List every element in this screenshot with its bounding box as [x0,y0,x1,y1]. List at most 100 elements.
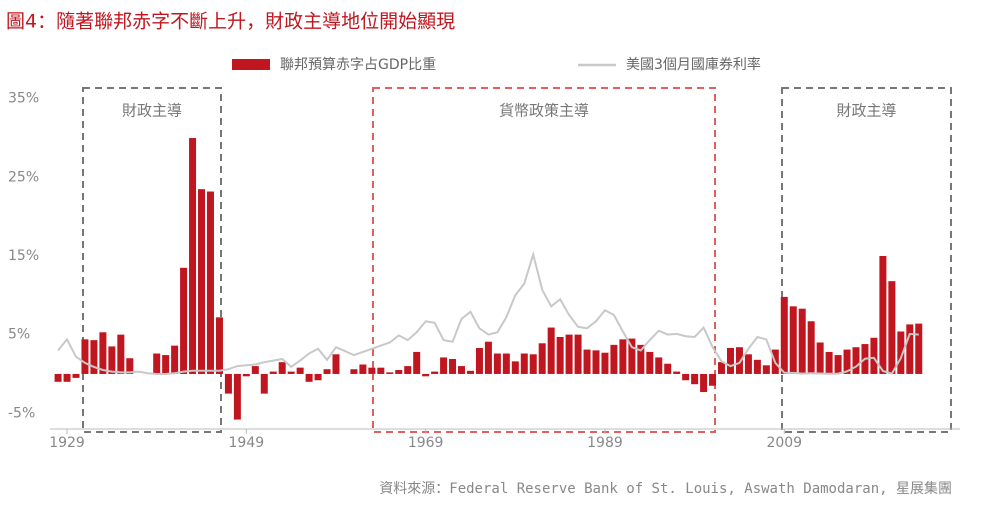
bar [359,364,367,374]
bar [897,331,905,374]
bar [789,306,797,374]
annotation-box [372,87,716,433]
bar [251,366,259,374]
bar [278,362,286,374]
bar [215,317,223,374]
bar [780,296,788,374]
bar [762,365,770,374]
bar [601,352,609,374]
bar [404,366,412,374]
legend-label: 聯邦預算赤字占GDP比重 [280,57,436,73]
y-tick-label: 35% [8,91,39,107]
y-tick-label: 5% [8,327,30,343]
annotation-label: 財政主導 [122,102,182,120]
bar [655,357,663,374]
bar [879,256,887,374]
y-tick-label: 15% [8,248,39,264]
bar [556,336,564,374]
bar [619,339,627,374]
bar [834,355,842,374]
bar [54,373,62,382]
bar [377,367,385,374]
legend-swatch [232,59,270,70]
bar [440,357,448,374]
annotation-label: 財政主導 [836,102,896,120]
bar [493,353,501,374]
x-tick-label: 2009 [766,435,802,451]
bar [870,337,878,374]
bar [386,372,394,374]
bar [637,344,645,374]
bar [565,334,573,374]
bar [682,373,690,381]
x-tick-label: 1989 [587,435,623,451]
bar [260,373,268,394]
bar [691,373,699,385]
bar [332,354,340,374]
bar [458,366,466,374]
bar [413,351,421,374]
y-tick-label: -5% [8,405,35,421]
annotation-box [781,87,952,433]
bar [305,373,313,382]
bar [171,345,179,374]
bar [126,358,134,374]
bar [646,351,654,374]
x-tick-label: 1929 [49,435,85,451]
bar [180,267,188,374]
bar [81,339,89,374]
bar [529,354,537,374]
bar [906,324,914,374]
bar [368,367,376,374]
bar [511,361,519,374]
bar [269,371,277,374]
bar [753,359,761,374]
source: 資料來源：Federal Reserve Bank of St. Louis, … [379,480,952,497]
bar [583,349,591,374]
bar [807,321,815,374]
bar [825,351,833,374]
bar [117,334,125,374]
bar [422,373,430,377]
bar [63,373,71,382]
annotation-label: 貨幣政策主導 [499,102,589,120]
bar [664,363,672,374]
bar [592,350,600,374]
bar [287,371,295,374]
bar [915,323,923,374]
bar [323,369,331,374]
annotation-box [82,87,222,433]
bar [816,342,824,374]
bar [233,373,241,420]
bar [314,373,322,381]
bar [735,347,743,374]
bar [466,370,474,374]
bar [520,353,528,374]
bar [574,334,582,374]
bar [502,353,510,374]
bar [888,281,896,374]
bar [449,359,457,374]
bar [72,373,80,378]
bar [709,373,717,386]
bar [673,371,681,374]
bar [484,341,492,374]
bar [198,189,206,374]
bar [153,353,161,374]
bar [224,373,232,394]
bar [547,327,555,374]
chart-title: 圖4：隨著聯邦赤字不斷上升，財政主導地位開始顯現 [6,11,455,33]
bar [744,354,752,374]
bar [852,347,860,374]
x-tick-label: 1969 [408,435,444,451]
bar [395,370,403,374]
x-tick-label: 1949 [229,435,265,451]
bar [296,367,304,374]
bar [431,371,439,374]
bar [538,343,546,374]
bar [162,355,170,374]
bar [242,373,250,377]
bar [628,338,636,374]
bar [350,369,358,374]
